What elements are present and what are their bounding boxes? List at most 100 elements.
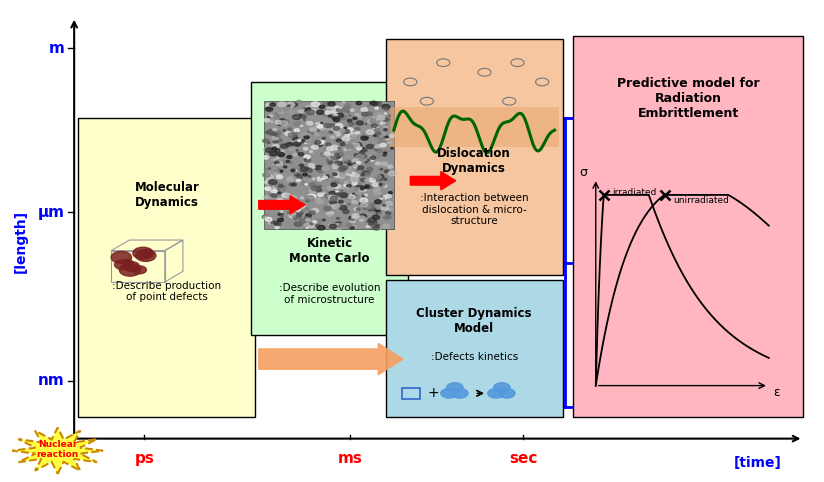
Circle shape bbox=[371, 124, 377, 128]
Circle shape bbox=[265, 169, 267, 170]
Text: m: m bbox=[49, 40, 64, 56]
Circle shape bbox=[337, 224, 344, 228]
Circle shape bbox=[269, 194, 276, 198]
Circle shape bbox=[283, 130, 285, 131]
Circle shape bbox=[262, 215, 269, 219]
Circle shape bbox=[310, 151, 312, 152]
Circle shape bbox=[366, 171, 372, 175]
Circle shape bbox=[354, 164, 358, 167]
Circle shape bbox=[365, 186, 369, 188]
Circle shape bbox=[372, 220, 377, 223]
Circle shape bbox=[342, 204, 349, 208]
Circle shape bbox=[307, 110, 315, 115]
Circle shape bbox=[283, 203, 287, 206]
Circle shape bbox=[307, 108, 311, 110]
Circle shape bbox=[279, 188, 283, 190]
Circle shape bbox=[301, 115, 307, 118]
Circle shape bbox=[310, 192, 316, 196]
Circle shape bbox=[266, 107, 271, 110]
Circle shape bbox=[350, 109, 354, 111]
Circle shape bbox=[361, 148, 367, 151]
Circle shape bbox=[347, 111, 349, 112]
Circle shape bbox=[317, 130, 320, 132]
Circle shape bbox=[115, 260, 130, 269]
Circle shape bbox=[326, 147, 334, 151]
Circle shape bbox=[133, 247, 153, 259]
Circle shape bbox=[304, 133, 307, 135]
Circle shape bbox=[368, 105, 370, 107]
Circle shape bbox=[289, 161, 293, 163]
Circle shape bbox=[354, 154, 359, 157]
Circle shape bbox=[293, 207, 301, 212]
Circle shape bbox=[304, 136, 309, 139]
Circle shape bbox=[385, 108, 388, 110]
Circle shape bbox=[301, 197, 304, 199]
FancyBboxPatch shape bbox=[573, 36, 803, 417]
Circle shape bbox=[369, 203, 377, 208]
Circle shape bbox=[360, 166, 364, 169]
Circle shape bbox=[317, 134, 320, 135]
Circle shape bbox=[287, 156, 292, 159]
Circle shape bbox=[347, 169, 352, 172]
Circle shape bbox=[375, 200, 382, 204]
Circle shape bbox=[340, 116, 346, 119]
Circle shape bbox=[339, 159, 341, 161]
Text: sec: sec bbox=[509, 451, 537, 466]
Circle shape bbox=[139, 250, 152, 257]
Circle shape bbox=[388, 171, 396, 176]
Circle shape bbox=[325, 114, 330, 117]
Circle shape bbox=[323, 176, 328, 179]
Circle shape bbox=[321, 153, 327, 157]
Circle shape bbox=[288, 147, 295, 150]
Circle shape bbox=[338, 219, 340, 221]
Circle shape bbox=[304, 155, 310, 159]
Circle shape bbox=[383, 118, 388, 121]
Circle shape bbox=[310, 223, 313, 225]
Circle shape bbox=[382, 204, 386, 206]
Circle shape bbox=[329, 212, 334, 214]
Circle shape bbox=[353, 163, 357, 165]
Circle shape bbox=[357, 161, 361, 164]
Circle shape bbox=[499, 388, 515, 398]
Circle shape bbox=[322, 137, 325, 139]
Circle shape bbox=[368, 160, 370, 161]
Circle shape bbox=[353, 117, 357, 120]
Circle shape bbox=[309, 225, 315, 228]
Circle shape bbox=[136, 250, 156, 261]
Circle shape bbox=[133, 266, 147, 274]
Circle shape bbox=[340, 143, 345, 146]
Circle shape bbox=[265, 187, 267, 189]
Circle shape bbox=[318, 170, 321, 171]
Circle shape bbox=[332, 164, 335, 165]
Circle shape bbox=[368, 132, 372, 134]
Circle shape bbox=[376, 204, 382, 207]
Circle shape bbox=[311, 147, 314, 148]
Circle shape bbox=[349, 148, 351, 149]
Circle shape bbox=[278, 218, 283, 222]
Circle shape bbox=[321, 141, 325, 143]
Circle shape bbox=[378, 133, 385, 136]
Circle shape bbox=[317, 141, 324, 144]
Circle shape bbox=[299, 164, 304, 167]
Circle shape bbox=[354, 187, 358, 190]
Circle shape bbox=[370, 156, 372, 157]
Circle shape bbox=[290, 196, 297, 200]
Circle shape bbox=[344, 182, 348, 183]
Circle shape bbox=[333, 154, 339, 158]
Circle shape bbox=[351, 226, 356, 228]
Circle shape bbox=[310, 183, 316, 187]
Circle shape bbox=[344, 143, 348, 145]
Circle shape bbox=[302, 210, 305, 211]
Circle shape bbox=[302, 203, 304, 204]
Circle shape bbox=[354, 143, 362, 147]
Circle shape bbox=[272, 147, 277, 150]
Circle shape bbox=[283, 107, 289, 111]
Circle shape bbox=[360, 147, 363, 149]
Circle shape bbox=[316, 124, 318, 125]
Circle shape bbox=[301, 108, 304, 110]
Circle shape bbox=[326, 213, 330, 214]
Text: :Describe production
of point defects: :Describe production of point defects bbox=[112, 281, 222, 302]
Circle shape bbox=[330, 224, 336, 228]
Circle shape bbox=[269, 168, 270, 169]
Circle shape bbox=[352, 214, 359, 218]
